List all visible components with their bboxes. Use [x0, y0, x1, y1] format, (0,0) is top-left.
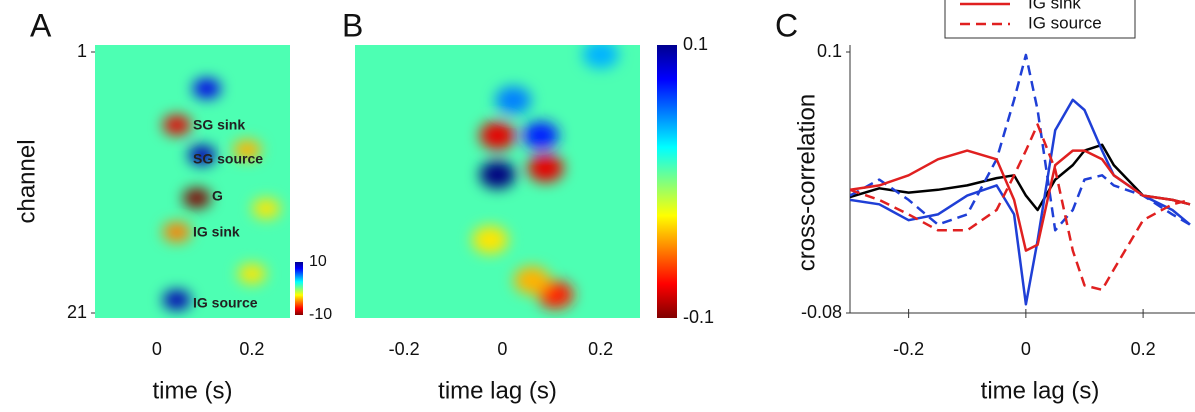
colorbar	[295, 262, 303, 315]
y-tick-label: -0.08	[801, 302, 842, 322]
x-tick-label: 0.2	[1131, 339, 1156, 359]
y-axis-label: cross-correlation	[793, 94, 820, 271]
lines	[850, 53, 1191, 306]
y-tick-label: 0.1	[817, 41, 842, 61]
line	[850, 98, 1191, 306]
panel-label: B	[342, 7, 363, 43]
heatmap-cell	[495, 86, 532, 115]
heatmap-cell	[192, 78, 221, 99]
colorbar	[657, 45, 677, 318]
annotation: SG sink	[193, 117, 245, 133]
line	[850, 149, 1191, 252]
heatmap-blobs	[472, 45, 619, 309]
heatmap-cell	[188, 145, 217, 166]
colorbar-tick-label: -10	[309, 306, 332, 323]
heatmap	[355, 45, 640, 318]
heatmap	[95, 45, 290, 318]
x-axis-label: time lag (s)	[438, 377, 557, 404]
heatmap-blobs	[162, 78, 281, 310]
heatmap-cell	[479, 121, 516, 150]
y-axis-label: channel	[13, 139, 40, 223]
x-axis-label: time (s)	[153, 377, 233, 404]
heatmap-cell	[479, 160, 516, 189]
legend-label: IG sink	[1028, 0, 1081, 12]
panel-label: C	[775, 7, 798, 43]
line	[850, 143, 1191, 212]
x-axis-label: time lag (s)	[981, 377, 1100, 404]
line	[850, 123, 1191, 292]
x-tick-label: 0	[1021, 339, 1031, 359]
heatmap-cell	[237, 263, 266, 284]
legend-label: IG source	[1028, 13, 1102, 32]
x-tick-label: -0.2	[893, 339, 924, 359]
panel-label: A	[30, 7, 52, 43]
x-tick-label: -0.2	[389, 339, 420, 359]
line	[850, 53, 1191, 232]
heatmap-cell	[527, 154, 564, 183]
y-tick-label: 21	[67, 302, 87, 322]
x-tick-label: 0.2	[239, 339, 264, 359]
heatmap-cell	[522, 121, 559, 150]
heatmap-cell	[472, 225, 509, 254]
heatmap-cell	[162, 222, 191, 243]
x-tick-label: 0	[497, 339, 507, 359]
x-tick-label: 0.2	[588, 339, 613, 359]
y-tick-label: 1	[77, 41, 87, 61]
heatmap-cell	[233, 139, 262, 160]
colorbar-tick-label: 0.1	[683, 34, 708, 54]
legend-box	[944, 0, 1136, 39]
colorbar-tick-label: 10	[309, 253, 327, 270]
heatmap-cell	[582, 45, 619, 69]
annotation: G	[212, 188, 223, 204]
annotation: IG source	[193, 295, 258, 311]
heatmap-cell	[182, 188, 211, 209]
heatmap-cell	[252, 198, 281, 219]
heatmap-cell	[162, 115, 191, 136]
annotation: SG source	[193, 151, 263, 167]
heatmap-cell	[513, 266, 550, 295]
annotation: IG sink	[193, 224, 240, 240]
heatmap-cell	[162, 289, 191, 310]
colorbar-tick-label: -0.1	[683, 307, 714, 327]
x-tick-label: 0	[152, 339, 162, 359]
